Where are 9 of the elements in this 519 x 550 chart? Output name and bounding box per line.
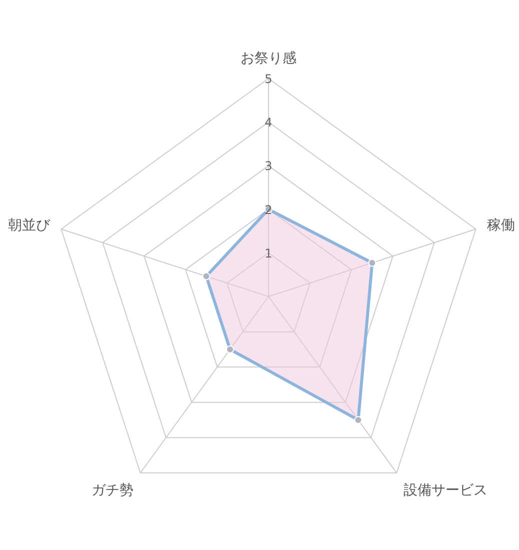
y-tick-label: 4 <box>264 116 272 130</box>
y-tick-label: 3 <box>264 159 272 174</box>
spoke-label: 稼働 <box>487 217 516 234</box>
y-tick-label: 1 <box>264 246 272 260</box>
spoke-label: 朝並び <box>8 217 51 234</box>
spoke-label: ガチ勢 <box>91 482 134 499</box>
y-tick-label: 5 <box>264 72 272 86</box>
spoke-label: お祭り感 <box>240 50 296 66</box>
spoke-label: 設備サービス <box>404 482 488 499</box>
